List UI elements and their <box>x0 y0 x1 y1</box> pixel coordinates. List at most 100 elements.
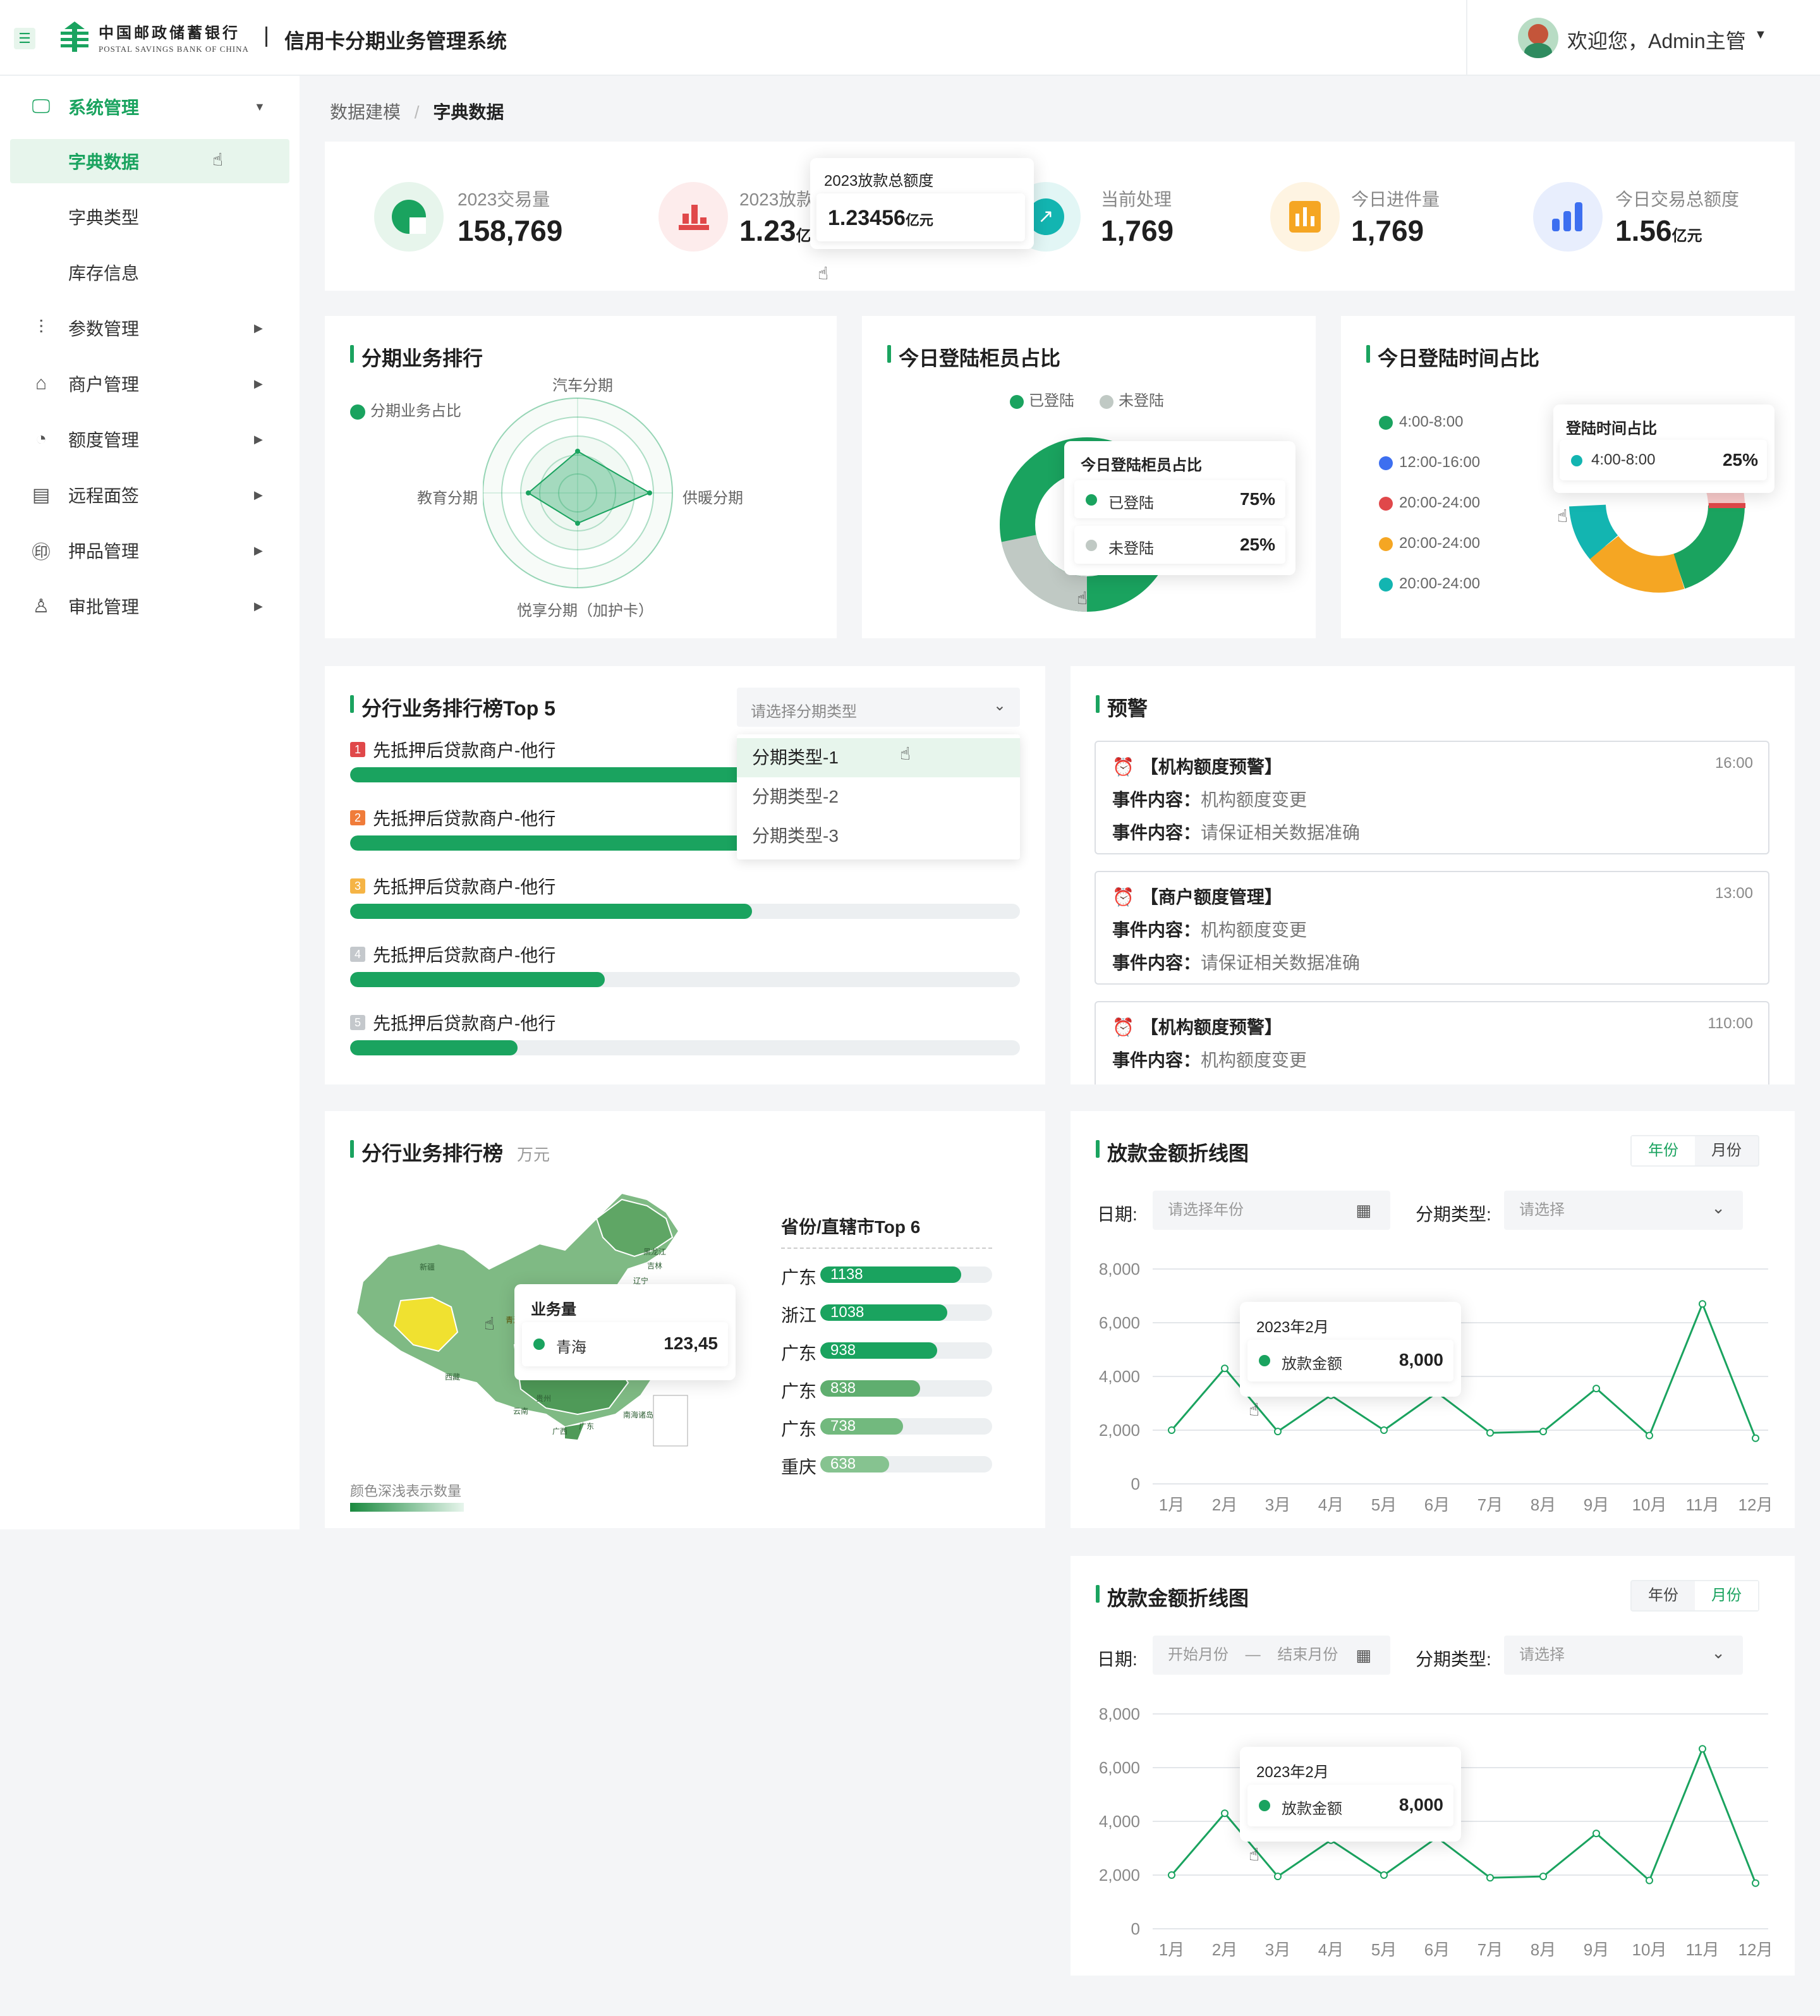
kpi-tooltip-box: 1.23456亿元 <box>816 193 1025 241</box>
toggle-month[interactable]: 月份 <box>1711 1142 1742 1159</box>
dropdown-option[interactable]: 分期类型-2 <box>752 787 839 806</box>
kpi-tooltip: 2023放款总额度 1.23456亿元 <box>810 158 1034 249</box>
sidebar-item-merchant[interactable]: ⌂ 商户管理 ▶ <box>0 361 297 406</box>
radar-legend[interactable]: 分期业务占比 <box>350 398 461 420</box>
y-tick-label: 6,000 <box>1099 1313 1140 1332</box>
dropdown-option[interactable]: 分期类型-1 <box>737 738 1020 777</box>
top6-bar: 638 <box>820 1456 992 1473</box>
top6-bar-fill: 1038 <box>820 1304 948 1321</box>
top6-bar-fill: 938 <box>820 1342 937 1359</box>
x-tick-label: 3月 <box>1265 1940 1290 1959</box>
sidebar-item-params[interactable]: ⫶ 参数管理 ▶ <box>0 306 297 350</box>
map-region-label: 广东 <box>579 1422 595 1431</box>
x-tick-label: 7月 <box>1477 1940 1503 1959</box>
logintime-legend-2[interactable]: 20:00-24:00 <box>1379 494 1480 512</box>
teller-card: 今日登陆柜员占比 已登陆 未登陆 今日登陆柜员占比 已登陆 75% 未登陆 25… <box>862 316 1316 638</box>
teller-title: 今日登陆柜员占比 <box>887 343 1060 372</box>
alarm-icon: ⏰ <box>1112 887 1134 907</box>
installment-type-select[interactable]: 请选择分期类型 ⌄ <box>737 688 1020 727</box>
sidebar-item-dict-type[interactable]: 字典类型 <box>68 208 140 228</box>
logintime-tooltip: 登陆时间占比 4:00-8:00 25% <box>1553 404 1774 493</box>
logintime-legend-0[interactable]: 4:00-8:00 <box>1379 413 1463 431</box>
warning-item[interactable]: ⏰ 【商户额度管理】 13:00 事件内容：机构额度变更 事件内容：请保证相关数据… <box>1095 871 1769 985</box>
branch-top5-card: 分行业务排行榜Top 5 请选择分期类型 ⌄ 1 先抵押后贷款商户-他行 2 先抵押… <box>325 666 1045 1084</box>
sidebar-item-collateral[interactable]: ㊞ 押品管理 ▶ <box>0 528 297 573</box>
x-tick-label: 10月 <box>1632 1940 1667 1959</box>
x-tick-label: 2月 <box>1212 1940 1237 1959</box>
logintime-legend-3[interactable]: 20:00-24:00 <box>1379 535 1480 552</box>
top6-bar: 838 <box>820 1380 992 1397</box>
year-month-toggle: 年份 月份 <box>1630 1135 1759 1167</box>
header-user-divider <box>1466 0 1467 75</box>
sidebar-item-inventory[interactable]: 库存信息 <box>68 264 140 283</box>
caret-right-icon: ▶ <box>254 432 263 446</box>
teller-tooltip-row-not-logged: 未登陆 25% <box>1074 526 1285 564</box>
sidebar: 🖵 系统管理 ▼ 字典数据 字典类型 库存信息 ⫶ 参数管理 ▶ ⌂ 商户管理 … <box>0 76 300 1529</box>
top6-bar: 738 <box>820 1418 992 1435</box>
data-point <box>1592 1385 1600 1393</box>
data-point <box>1539 1873 1547 1881</box>
system-title: 信用卡分期业务管理系统 <box>284 30 507 52</box>
breadcrumb-parent[interactable]: 数据建模 <box>330 102 401 122</box>
toggle-year[interactable]: 年份 <box>1648 1587 1678 1604</box>
toggle-year[interactable]: 年份 <box>1632 1136 1695 1165</box>
header-divider <box>265 27 267 47</box>
caret-down-icon: ▼ <box>254 100 265 113</box>
dropdown-option[interactable]: 分期类型-3 <box>752 826 839 846</box>
warnings-card: 预警 ⏰ 【机构额度预警】 16:00 事件内容：机构额度变更 事件内容：请保证相… <box>1071 666 1795 1084</box>
kpi-intake-icon <box>1270 182 1340 252</box>
sidebar-item-quota[interactable]: ◔ 额度管理 ▶ <box>0 417 297 461</box>
hand-cursor-icon: ☝ <box>1249 1845 1260 1864</box>
user-dropdown-icon[interactable]: ▼ <box>1754 28 1767 42</box>
month-range-picker[interactable]: 开始月份 — 结束月份 ▦ <box>1153 1636 1390 1675</box>
menu-toggle-icon[interactable]: ☰ <box>14 28 35 49</box>
x-tick-label: 5月 <box>1371 1940 1397 1959</box>
data-point <box>1274 1873 1282 1881</box>
x-tick-label: 6月 <box>1424 1495 1450 1514</box>
top6-bar: 938 <box>820 1342 992 1359</box>
logintime-legend-4[interactable]: 20:00-24:00 <box>1379 575 1480 593</box>
map-region-label: 云南 <box>513 1407 529 1416</box>
y-tick-label: 0 <box>1131 1919 1140 1938</box>
line-chart-card-2: 放款金额折线图 年份 月份 日期: 开始月份 — 结束月份 ▦ 分期类型: 请选… <box>1071 1556 1795 1976</box>
sidebar-item-system[interactable]: 🖵 系统管理 ▼ <box>0 85 297 129</box>
top6-bar-fill: 1138 <box>820 1266 962 1283</box>
toggle-month[interactable]: 月份 <box>1695 1581 1758 1610</box>
bank-name-en: POSTAL SAVINGS BANK OF CHINA <box>99 44 249 54</box>
x-tick-label: 1月 <box>1159 1495 1184 1514</box>
map-region-label: 广西 <box>552 1427 568 1436</box>
data-point <box>1486 1874 1494 1882</box>
logintime-tooltip-row: 4:00-8:00 25% <box>1560 440 1767 480</box>
y-tick-label: 0 <box>1131 1474 1140 1493</box>
chevron-down-icon: ⌄ <box>1711 1643 1725 1662</box>
sidebar-item-approval[interactable]: ♙ 审批管理 ▶ <box>0 584 297 628</box>
kpi-volume-icon <box>374 182 444 252</box>
warning-item[interactable]: ⏰ 【机构额度预警】 16:00 事件内容：机构额度变更 事件内容：请保证相关数据… <box>1095 741 1769 854</box>
radar-chart <box>483 398 673 588</box>
kpi-tooltip-title: 2023放款总额度 <box>824 173 934 190</box>
sidebar-item-remote-sign[interactable]: ▤ 远程面签 ▶ <box>0 473 297 517</box>
type-select[interactable]: 请选择 ⌄ <box>1504 1191 1743 1230</box>
data-point <box>1699 1300 1706 1308</box>
kpi-intake-value: 1,769 <box>1351 214 1424 247</box>
sidebar-item-dict-data[interactable]: 字典数据 <box>10 139 289 183</box>
teller-legend-not-logged[interactable]: 未登陆 <box>1100 388 1164 410</box>
kpi-loan-icon <box>658 182 728 252</box>
teller-legend-logged[interactable]: 已登陆 <box>1010 388 1074 410</box>
type-select[interactable]: 请选择 ⌄ <box>1504 1636 1743 1675</box>
logintime-card: 今日登陆时间占比 4:00-8:00 12:00-16:00 20:00-24:… <box>1341 316 1795 638</box>
data-point <box>1274 1428 1282 1436</box>
top6-name: 广东 <box>781 1268 817 1287</box>
year-month-toggle: 年份 月份 <box>1630 1580 1759 1612</box>
welcome-text[interactable]: 欢迎您，Admin主管 <box>1567 30 1746 52</box>
avatar[interactable] <box>1518 18 1558 58</box>
warning-item[interactable]: ⏰ 【机构额度预警】 110:00 事件内容：机构额度变更 <box>1095 1001 1769 1084</box>
radar-axis-left: 教育分期 <box>417 490 478 507</box>
y-tick-label: 8,000 <box>1099 1704 1140 1723</box>
map-region-label: 辽宁 <box>633 1277 649 1285</box>
chart-tooltip-row: 放款金额 8,000 <box>1247 1340 1453 1381</box>
year-picker[interactable]: 请选择年份 ▦ <box>1153 1191 1390 1230</box>
map-region-label: 吉林 <box>647 1261 663 1270</box>
logintime-legend-1[interactable]: 12:00-16:00 <box>1379 454 1480 471</box>
caret-right-icon: ▶ <box>254 321 263 334</box>
